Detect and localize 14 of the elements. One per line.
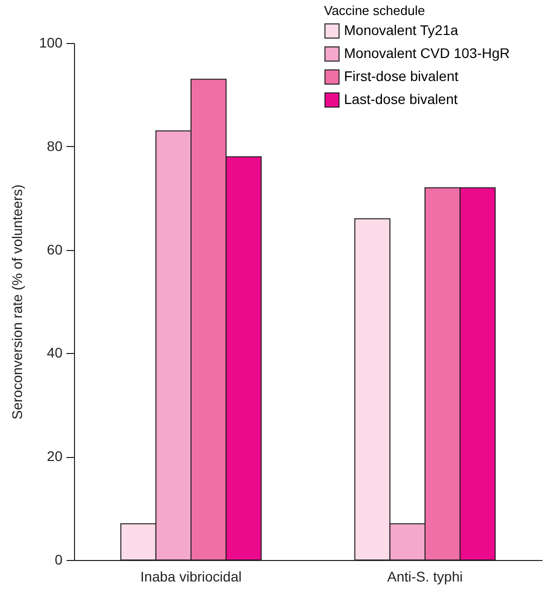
- legend-label: First-dose bivalent: [344, 68, 458, 84]
- y-tick-label: 20: [46, 448, 63, 464]
- y-tick-label: 100: [39, 34, 63, 50]
- legend-label: Monovalent CVD 103-HgR: [344, 45, 510, 61]
- legend-label: Last-dose bivalent: [344, 91, 458, 107]
- y-tick-label: 0: [54, 552, 63, 568]
- y-axis-title: Seroconversion rate (% of volunteers): [9, 184, 26, 420]
- legend-label: Monovalent Ty21a: [344, 22, 458, 38]
- legend-title: Vaccine schedule: [324, 3, 425, 18]
- y-tick-label: 60: [46, 241, 63, 258]
- y-tick-label: 40: [46, 344, 63, 361]
- x-tick-label: Anti-S. typhi: [387, 568, 463, 584]
- x-tick-label: Inaba vibriocidal: [140, 568, 242, 584]
- y-tick-label: 80: [46, 138, 63, 154]
